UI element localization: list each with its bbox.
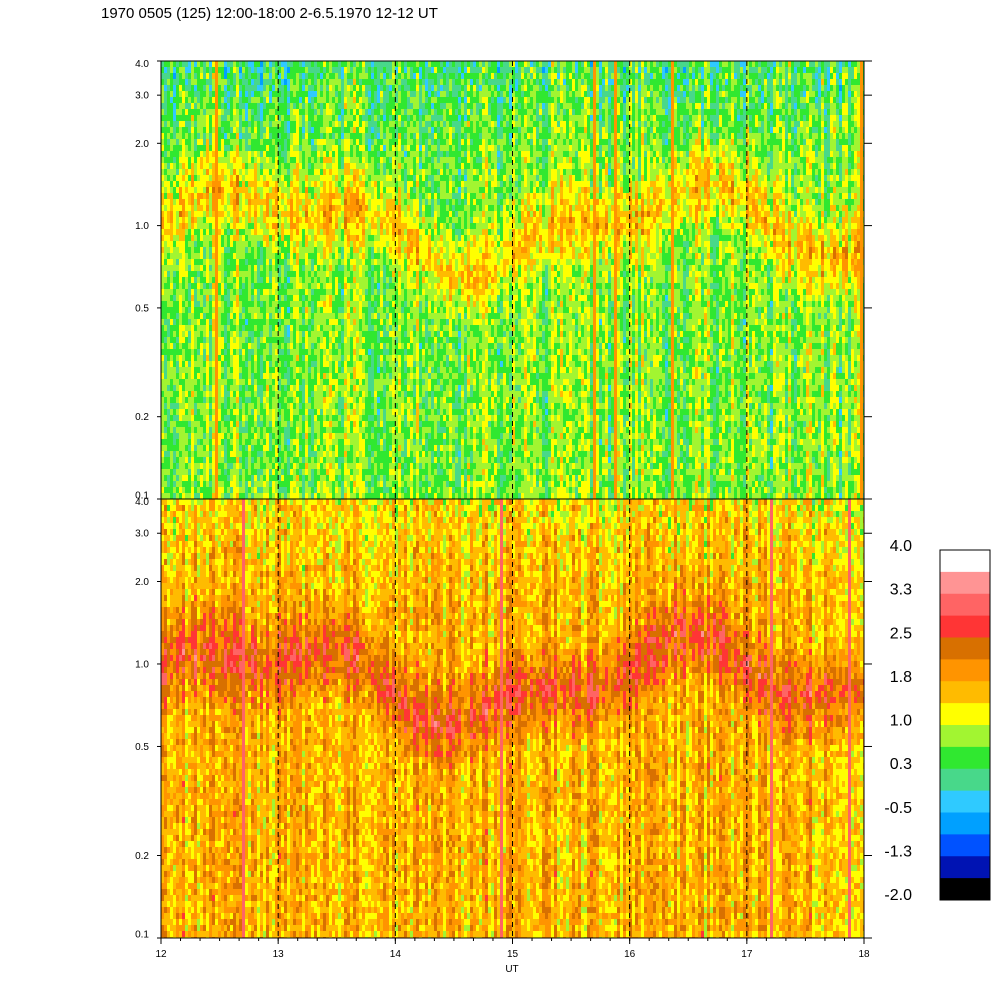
hour-dashed-lines [277, 61, 748, 938]
colorbar-swatch [940, 550, 990, 573]
y-tick-label: 2.0 [135, 577, 149, 588]
y-tick-label: 0.5 [135, 303, 149, 314]
colorbar-labels: 4.0 3.3 2.5 1.8 1.0 0.3 -0.5 -1.3 -2.0 [884, 538, 912, 904]
colorbar-label: 3.3 [890, 582, 912, 599]
colorbar [939, 549, 991, 901]
colorbar-label: 0.3 [890, 756, 912, 773]
x-tick-label: 12 [155, 949, 167, 960]
x-tick-label: 14 [390, 949, 402, 960]
y-tick-label: 1.0 [135, 221, 149, 232]
colorbar-label: 1.0 [890, 713, 912, 730]
colorbar-swatch [940, 746, 990, 770]
upper-panel [161, 61, 864, 499]
y-axis-upper: 4.0 3.0 2.0 1.0 0.5 0.2 0.1 [135, 59, 872, 502]
colorbar-label: -0.5 [884, 800, 912, 817]
y-tick-label: 0.1 [135, 930, 149, 941]
y-tick-label: 2.0 [135, 139, 149, 150]
colorbar-label: 1.8 [890, 669, 912, 686]
colorbar-swatch [940, 856, 990, 879]
colorbar-swatch [940, 659, 990, 682]
colorbar-swatch [940, 615, 990, 638]
y-tick-label: 4.0 [135, 497, 149, 508]
colorbar-swatch [940, 834, 990, 857]
x-tick-label: 17 [741, 949, 753, 960]
x-tick-label: 15 [507, 949, 519, 960]
lower-panel [161, 499, 864, 938]
x-tick-label: 16 [624, 949, 636, 960]
y-tick-label: 0.1 [135, 491, 149, 502]
y-tick-label: 0.2 [135, 412, 149, 423]
colorbar-label: -2.0 [884, 887, 912, 904]
colorbar-frame [939, 549, 991, 901]
colorbar-swatch [940, 637, 990, 660]
colorbar-swatch [940, 768, 990, 792]
colorbar-label: 2.5 [890, 625, 912, 642]
x-axis: 12 13 14 15 16 17 18 [155, 938, 870, 960]
colorbar-swatch [940, 571, 990, 595]
colorbar-swatch [940, 790, 990, 813]
y-tick-label: 3.0 [135, 529, 149, 540]
y-tick-label: 1.0 [135, 659, 149, 670]
y-axis-lower: 4.0 3.0 2.0 1.0 0.5 0.2 0.1 [135, 497, 872, 941]
y-tick-label: 4.0 [135, 59, 149, 70]
colorbar-swatch [940, 812, 990, 835]
x-tick-label: 13 [273, 949, 285, 960]
colorbar-label: 4.0 [890, 538, 912, 555]
colorbar-swatch [940, 703, 990, 726]
x-axis-label: UT [505, 964, 518, 975]
y-tick-label: 3.0 [135, 91, 149, 102]
colorbar-swatch [940, 681, 990, 704]
colorbar-swatch [940, 593, 990, 617]
chart-title: 1970 0505 (125) 12:00-18:00 2-6.5.1970 1… [101, 5, 438, 22]
y-tick-label: 0.5 [135, 742, 149, 753]
x-tick-label: 18 [858, 949, 870, 960]
y-tick-label: 0.2 [135, 851, 149, 862]
colorbar-swatch [940, 878, 990, 901]
colorbar-swatch [940, 725, 990, 748]
colorbar-label: -1.3 [884, 843, 912, 860]
